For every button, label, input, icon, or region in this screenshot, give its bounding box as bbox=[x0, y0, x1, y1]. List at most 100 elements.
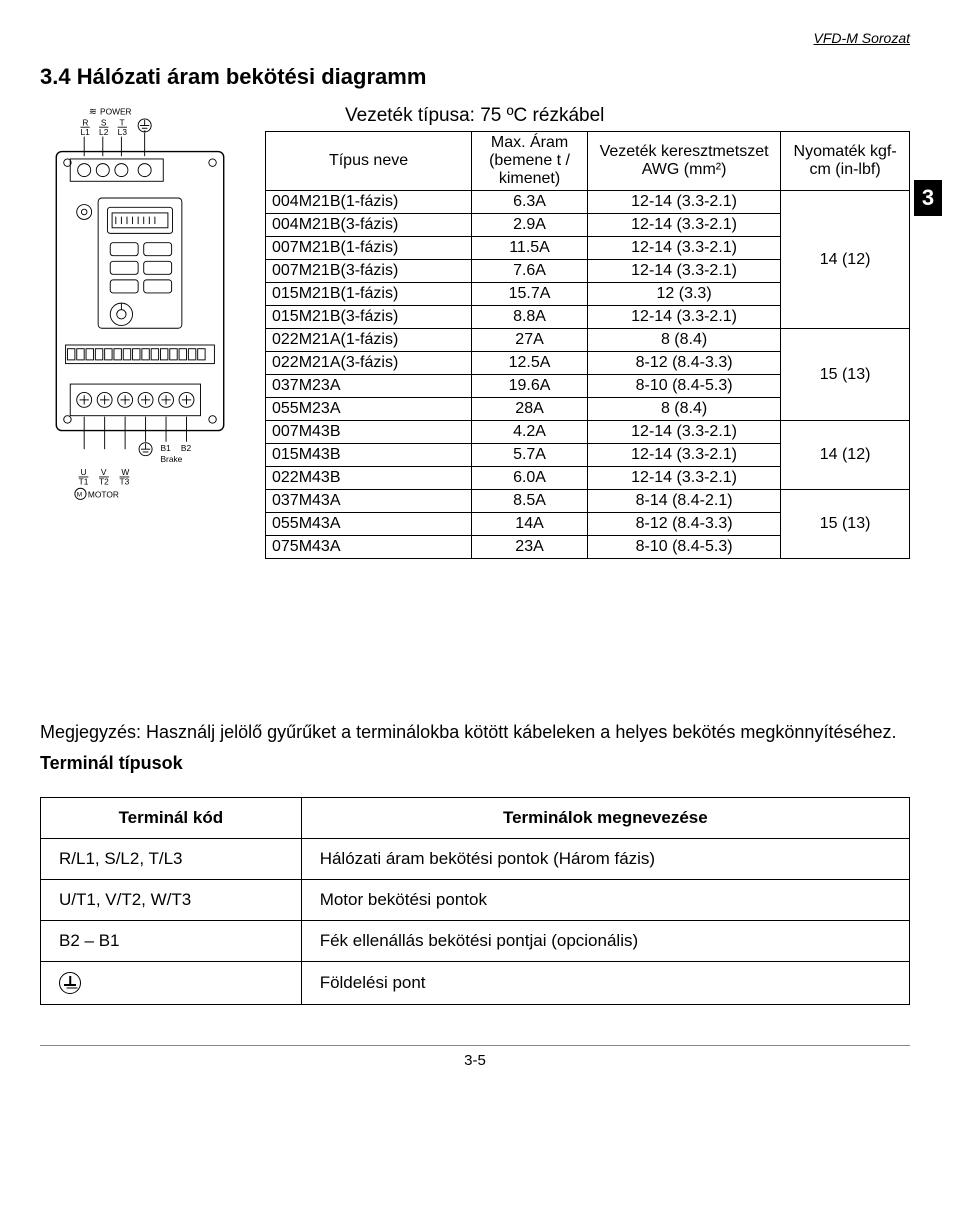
wire-cell: 007M21B(1-fázis) bbox=[266, 237, 472, 260]
page-number: 3-5 bbox=[40, 1045, 910, 1069]
table-row: U/T1, V/T2, W/T3Motor bekötési pontok bbox=[41, 880, 910, 921]
wire-cell: 007M43B bbox=[266, 421, 472, 444]
wire-header: Nyomaték kgf-cm (in-lbf) bbox=[781, 132, 910, 191]
wire-cell: 6.0A bbox=[472, 467, 588, 490]
table-row: B2 – B1Fék ellenállás bekötési pontjai (… bbox=[41, 921, 910, 962]
wire-cell: 055M43A bbox=[266, 513, 472, 536]
wire-cell: 4.2A bbox=[472, 421, 588, 444]
wire-cell: 15.7A bbox=[472, 283, 588, 306]
wire-header: Vezeték keresztmetszet AWG (mm²) bbox=[587, 132, 780, 191]
wire-cell: 12 (3.3) bbox=[587, 283, 780, 306]
wire-cell: 007M21B(3-fázis) bbox=[266, 260, 472, 283]
svg-text:Brake: Brake bbox=[160, 454, 182, 464]
term-code bbox=[41, 962, 302, 1005]
wire-cell: 037M43A bbox=[266, 490, 472, 513]
wire-cell: 8-12 (8.4-3.3) bbox=[587, 352, 780, 375]
note-subtitle: Terminál típusok bbox=[40, 750, 910, 777]
wire-header: Típus neve bbox=[266, 132, 472, 191]
wire-cell: 8.5A bbox=[472, 490, 588, 513]
table-row: 037M43A8.5A8-14 (8.4-2.1)15 (13) bbox=[266, 490, 910, 513]
wire-cell: 12-14 (3.3-2.1) bbox=[587, 467, 780, 490]
wire-cell: 19.6A bbox=[472, 375, 588, 398]
wire-table-title: Vezeték típusa: 75 ºC rézkábel bbox=[345, 105, 910, 127]
wire-cell: 8 (8.4) bbox=[587, 329, 780, 352]
wire-cell: 022M43B bbox=[266, 467, 472, 490]
table-row: 004M21B(1-fázis)6.3A12-14 (3.3-2.1)14 (1… bbox=[266, 191, 910, 214]
wire-cell: 022M21A(3-fázis) bbox=[266, 352, 472, 375]
svg-text:L2: L2 bbox=[99, 127, 109, 137]
wire-cell: 8.8A bbox=[472, 306, 588, 329]
wire-cell: 004M21B(3-fázis) bbox=[266, 214, 472, 237]
wire-cell: 12-14 (3.3-2.1) bbox=[587, 237, 780, 260]
wire-cell: 12-14 (3.3-2.1) bbox=[587, 306, 780, 329]
term-header-name: Terminálok megnevezése bbox=[301, 798, 909, 839]
wire-cell: 14A bbox=[472, 513, 588, 536]
wire-cell: 11.5A bbox=[472, 237, 588, 260]
svg-text:B2: B2 bbox=[181, 443, 192, 453]
term-desc: Motor bekötési pontok bbox=[301, 880, 909, 921]
svg-text:≋: ≋ bbox=[89, 106, 97, 116]
wire-cell: 12-14 (3.3-2.1) bbox=[587, 260, 780, 283]
wire-cell: 8-14 (8.4-2.1) bbox=[587, 490, 780, 513]
term-desc: Földelési pont bbox=[301, 962, 909, 1005]
torque-cell: 14 (12) bbox=[781, 191, 910, 329]
term-desc: Hálózati áram bekötési pontok (Három fáz… bbox=[301, 839, 909, 880]
wire-cell: 8-10 (8.4-5.3) bbox=[587, 375, 780, 398]
svg-text:L1: L1 bbox=[80, 127, 90, 137]
wire-cell: 7.6A bbox=[472, 260, 588, 283]
wire-header: Max. Áram (bemene t / kimenet) bbox=[472, 132, 588, 191]
wire-table: Típus neveMax. Áram (bemene t / kimenet)… bbox=[265, 131, 910, 559]
wire-cell: 27A bbox=[472, 329, 588, 352]
wire-cell: 8-12 (8.4-3.3) bbox=[587, 513, 780, 536]
table-row: 007M43B4.2A12-14 (3.3-2.1)14 (12) bbox=[266, 421, 910, 444]
wire-cell: 12-14 (3.3-2.1) bbox=[587, 421, 780, 444]
term-code: R/L1, S/L2, T/L3 bbox=[41, 839, 302, 880]
svg-text:B1: B1 bbox=[160, 443, 171, 453]
torque-cell: 15 (13) bbox=[781, 329, 910, 421]
term-header-code: Terminál kód bbox=[41, 798, 302, 839]
table-row: Földelési pont bbox=[41, 962, 910, 1005]
svg-text:T1: T1 bbox=[79, 477, 89, 487]
wire-cell: 037M23A bbox=[266, 375, 472, 398]
wire-cell: 8 (8.4) bbox=[587, 398, 780, 421]
chapter-badge: 3 bbox=[914, 180, 942, 216]
wire-cell: 12-14 (3.3-2.1) bbox=[587, 214, 780, 237]
ground-icon bbox=[59, 972, 81, 994]
wire-cell: 055M23A bbox=[266, 398, 472, 421]
wire-cell: 6.3A bbox=[472, 191, 588, 214]
terminal-table: Terminál kód Terminálok megnevezése R/L1… bbox=[40, 797, 910, 1005]
wire-cell: 12.5A bbox=[472, 352, 588, 375]
section-title: 3.4 Hálózati áram bekötési diagramm bbox=[40, 64, 910, 90]
table-row: 022M21A(1-fázis)27A8 (8.4)15 (13) bbox=[266, 329, 910, 352]
wire-cell: 12-14 (3.3-2.1) bbox=[587, 444, 780, 467]
wire-cell: 23A bbox=[472, 536, 588, 559]
term-desc: Fék ellenállás bekötési pontjai (opcioná… bbox=[301, 921, 909, 962]
wiring-diagram: ≋ POWER RST L1 L2 L3 bbox=[40, 105, 250, 508]
vfd-diagram-svg: ≋ POWER RST L1 L2 L3 bbox=[40, 105, 240, 505]
wire-cell: 8-10 (8.4-5.3) bbox=[587, 536, 780, 559]
svg-text:MOTOR: MOTOR bbox=[88, 490, 119, 500]
wire-cell: 2.9A bbox=[472, 214, 588, 237]
wire-cell: 12-14 (3.3-2.1) bbox=[587, 191, 780, 214]
svg-text:L3: L3 bbox=[118, 127, 128, 137]
note-block: Megjegyzés: Használj jelölő gyűrűket a t… bbox=[40, 719, 910, 777]
wire-cell: 004M21B(1-fázis) bbox=[266, 191, 472, 214]
wire-cell: 015M21B(1-fázis) bbox=[266, 283, 472, 306]
torque-cell: 14 (12) bbox=[781, 421, 910, 490]
wire-cell: 022M21A(1-fázis) bbox=[266, 329, 472, 352]
note-text: Megjegyzés: Használj jelölő gyűrűket a t… bbox=[40, 722, 897, 742]
wire-cell: 015M43B bbox=[266, 444, 472, 467]
svg-text:M: M bbox=[77, 492, 82, 499]
wire-cell: 5.7A bbox=[472, 444, 588, 467]
svg-text:T2: T2 bbox=[99, 477, 109, 487]
header-series: VFD-M Sorozat bbox=[40, 30, 910, 54]
term-code: U/T1, V/T2, W/T3 bbox=[41, 880, 302, 921]
table-row: R/L1, S/L2, T/L3Hálózati áram bekötési p… bbox=[41, 839, 910, 880]
wire-cell: 015M21B(3-fázis) bbox=[266, 306, 472, 329]
term-code: B2 – B1 bbox=[41, 921, 302, 962]
torque-cell: 15 (13) bbox=[781, 490, 910, 559]
wire-cell: 28A bbox=[472, 398, 588, 421]
power-label: POWER bbox=[100, 106, 132, 116]
svg-text:T3: T3 bbox=[120, 477, 130, 487]
wire-cell: 075M43A bbox=[266, 536, 472, 559]
